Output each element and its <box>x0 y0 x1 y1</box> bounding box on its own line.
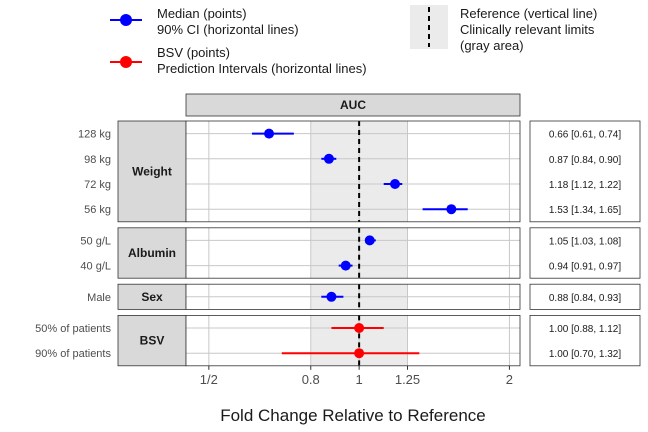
group-strip <box>117 120 187 223</box>
panel-weight: Weight 128 kg 0.66 [0.61, 0.74] 98 kg 0.87 [… <box>78 120 641 223</box>
x-axis: 1/2 0.8 1 1.25 2 <box>200 365 513 387</box>
ci-value-label: 1.05 [1.03, 1.08] <box>549 236 622 247</box>
panel-border <box>185 120 521 223</box>
x-tick-label: 2 <box>506 372 513 387</box>
group-strip <box>117 227 187 279</box>
ci-table-box <box>529 227 641 279</box>
median-point <box>446 204 457 215</box>
panel-bsv: BSV 50% of patients 1.00 [0.88, 1.12] 90% o… <box>35 314 641 367</box>
legend: Median (points) 90% CI (horizontal lines… <box>110 5 597 76</box>
ci-value-label: 1.53 [1.34, 1.65] <box>549 205 622 216</box>
row-label: 128 kg <box>78 129 111 141</box>
legend-ref-label-2: Clinically relevant limits <box>460 22 595 37</box>
legend-median-label-2: 90% CI (horizontal lines) <box>157 22 299 37</box>
median-point <box>323 153 334 164</box>
row-label: Male <box>87 292 111 304</box>
x-tick-label: 1.25 <box>395 372 420 387</box>
x-tick-label: 1/2 <box>200 372 218 387</box>
bsv-point <box>354 323 365 333</box>
panel-border <box>185 227 521 279</box>
group-label: Sex <box>141 290 163 304</box>
title-strip <box>185 93 521 117</box>
ci-value-label: 0.88 [0.84, 0.93] <box>549 293 622 304</box>
row-label: 50 g/L <box>80 235 111 247</box>
row-label: 90% of patients <box>35 348 111 360</box>
group-label: Albumin <box>128 246 176 260</box>
panel-albumin: Albumin 50 g/L 1.05 [1.03, 1.08] 40 g/L 0.94… <box>80 227 641 279</box>
ci-value-label: 1.00 [0.70, 1.32] <box>549 349 622 360</box>
legend-median-label-1: Median (points) <box>157 6 247 21</box>
ci-value-label: 0.87 [0.84, 0.90] <box>549 155 622 166</box>
ci-value-label: 1.18 [1.12, 1.22] <box>549 180 622 191</box>
ci-value-label: 1.00 [0.88, 1.12] <box>549 324 622 335</box>
bsv-point <box>354 348 365 359</box>
group-label: Weight <box>132 164 172 178</box>
panel-border <box>185 314 521 367</box>
row-label: 50% of patients <box>35 323 111 335</box>
legend-ref-label-1: Reference (vertical line) <box>460 6 597 21</box>
x-tick-label: 0.8 <box>302 372 320 387</box>
x-tick-label: 1 <box>356 372 363 387</box>
x-axis-title: Fold Change Relative to Reference <box>220 406 486 425</box>
ci-value-label: 0.66 [0.61, 0.74] <box>549 130 622 141</box>
median-point <box>264 128 275 139</box>
legend-bsv-label-1: BSV (points) <box>157 45 230 60</box>
row-label: 98 kg <box>84 154 111 166</box>
row-label: 72 kg <box>84 179 111 191</box>
legend-ref-label-3: (gray area) <box>460 38 524 53</box>
row-label: 56 kg <box>84 204 111 216</box>
median-point <box>390 179 401 189</box>
legend-bsv-dot <box>120 56 132 68</box>
ci-value-label: 0.94 [0.91, 0.97] <box>549 262 622 273</box>
panel-sex: Sex Male 0.88 [0.84, 0.93] <box>87 283 641 310</box>
group-label: BSV <box>140 334 165 348</box>
legend-median-dot <box>120 14 132 26</box>
ci-table-box <box>529 283 641 310</box>
ci-table-box <box>529 314 641 367</box>
row-label: 40 g/L <box>80 261 111 273</box>
median-point <box>326 291 337 302</box>
median-point <box>364 235 375 246</box>
group-strip <box>117 314 187 367</box>
panel-border <box>185 283 521 310</box>
median-point <box>340 260 351 271</box>
ci-table-box <box>529 120 641 223</box>
chart-title: AUC <box>340 98 366 112</box>
legend-bsv-label-2: Prediction Intervals (horizontal lines) <box>157 61 367 76</box>
panels: Weight 128 kg 0.66 [0.61, 0.74] 98 kg 0.87 [… <box>35 120 641 367</box>
